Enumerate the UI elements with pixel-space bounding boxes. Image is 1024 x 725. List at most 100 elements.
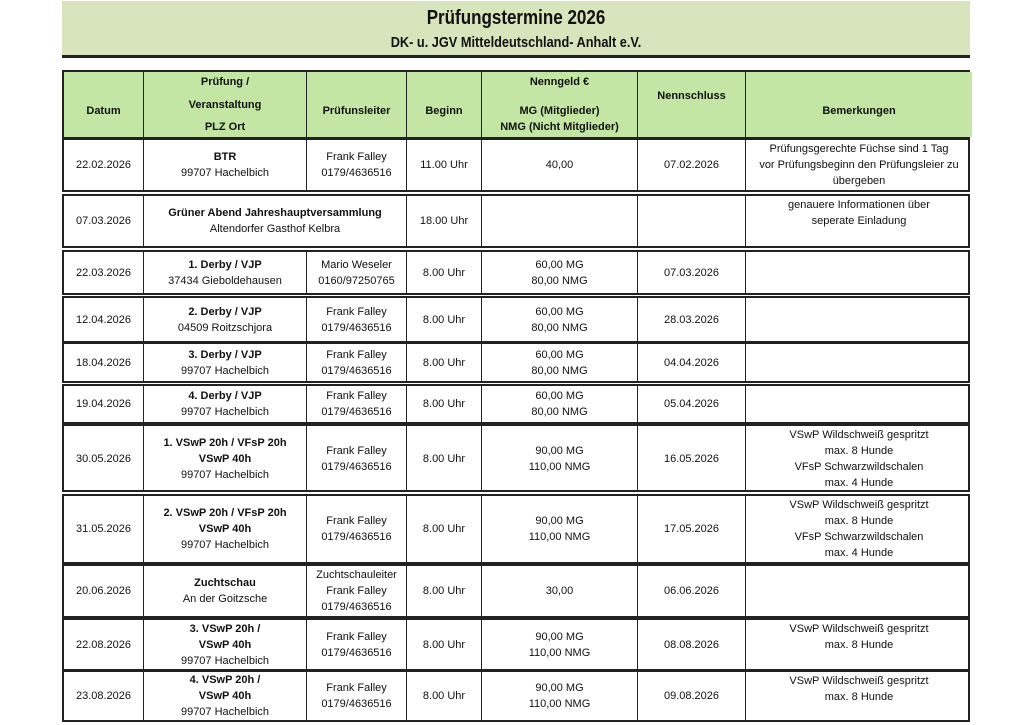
date-text: 22.02.2026 [75,159,132,171]
table-row: 18.04.2026 3. Derby / VJP 99707 Hachelbich… [62,342,970,383]
remark-text: VSwP Wildschweiß gespritzt [789,499,929,511]
remark-text: VSwP Wildschweiß gespritzt [789,675,929,687]
cell-event: 2. Derby / VJP 04509 Roitzschjora [144,298,307,341]
cell-nenngeld: 90,00 MG 110,00 NMG [482,620,638,669]
fee-text: 80,00 NMG [531,321,588,334]
fee-text: 90,00 MG [535,515,584,527]
cell-bemerkungen [746,386,972,422]
fee-text: 110,00 NMG [528,698,591,710]
start-time: 8.00 Uhr [422,356,466,369]
cell-nenngeld: 60,00 MG 80,00 NMG [482,252,638,293]
table-row: 22.03.2026 1. Derby / VJP 37434 Gieboldeha… [62,250,970,295]
date-text: 07.03.2026 [75,215,132,227]
cell-nennschluss: 16.05.2026 [638,426,746,491]
cell-nennschluss: 07.03.2026 [638,252,746,293]
header-nennschluss: Nennschluss [638,72,746,137]
event-location: 99707 Hachelbich [180,468,270,481]
event-title: VSwP 40h [198,523,252,535]
fee-text: 60,00 MG [535,390,584,402]
cell-leiter: Mario Weseler 0160/97250765 [307,252,407,293]
date-text: 19.04.2026 [75,398,132,410]
cell-bemerkungen [746,298,972,341]
date-text: 12.04.2026 [75,313,132,326]
deadline-text: 04.04.2026 [663,356,720,369]
cell-event: Zuchtschau An der Goitzsche [144,566,307,616]
cell-nennschluss: 04.04.2026 [638,344,746,381]
header-bemerkungen: Bemerkungen [746,72,972,137]
cell-nennschluss: 28.03.2026 [638,298,746,341]
cell-bemerkungen: VSwP Wildschweiß gespritzt max. 8 Hunde VF… [746,426,972,491]
cell-beginn: 8.00 Uhr [407,672,482,720]
event-location: 99707 Hachelbich [180,167,270,179]
date-text: 22.08.2026 [75,638,132,651]
deadline-text: 05.04.2026 [663,398,720,410]
cell-nenngeld: 90,00 MG 110,00 NMG [482,426,638,491]
leiter-text: 0179/4636516 [321,321,392,334]
event-title: BTR [213,151,237,163]
cell-beginn: 8.00 Uhr [407,344,482,381]
leiter-text: Frank Falley [326,305,387,318]
cell-beginn: 8.00 Uhr [407,496,482,562]
cell-nennschluss: 05.04.2026 [638,386,746,422]
fee-text: 30,00 [545,585,574,597]
leiter-text: Frank Falley [326,682,387,694]
start-time: 8.00 Uhr [422,313,466,326]
cell-event: BTR 99707 Hachelbich [144,140,307,190]
leiter-text: 0179/4636516 [321,531,392,543]
start-time: 8.00 Uhr [422,690,466,702]
cell-beginn: 8.00 Uhr [407,426,482,491]
remark-text: max. 8 Hunde [824,691,894,703]
table-row: 07.03.2026 Grüner Abend Jahreshauptversam… [62,194,970,248]
table-row: 12.04.2026 2. Derby / VJP 04509 Roitzschjo… [62,296,970,343]
deadline-text: 07.02.2026 [663,159,720,171]
cell-event: 3. Derby / VJP 99707 Hachelbich [144,344,307,381]
event-title: 1. Derby / VJP [188,258,262,271]
event-title: VSwP 40h [198,638,252,651]
header-nenngeld-line: MG (Mitglieder) [519,105,600,117]
deadline-text: 17.05.2026 [663,523,720,535]
leiter-text: Frank Falley [326,444,387,457]
leiter-text: Frank Falley [326,630,387,643]
fee-text: 110,00 NMG [528,646,591,659]
cell-bemerkungen: VSwP Wildschweiß gespritzt max. 8 Hunde [746,672,972,720]
fee-text: 90,00 MG [535,682,584,694]
cell-bemerkungen: VSwP Wildschweiß gespritzt max. 8 Hunde [746,620,972,669]
cell-beginn: 8.00 Uhr [407,252,482,293]
remark-text: max. 8 Hunde [824,639,894,651]
cell-nenngeld: 90,00 MG 110,00 NMG [482,496,638,562]
deadline-text: 08.08.2026 [663,638,720,651]
event-location: 99707 Hachelbich [180,406,270,418]
cell-event: 4. VSwP 20h / VSwP 40h 99707 Hachelbich [144,672,307,720]
deadline-text: 09.08.2026 [663,690,720,702]
date-text: 23.08.2026 [75,690,132,702]
cell-leiter: Frank Falley 0179/4636516 [307,496,407,562]
cell-datum: 31.05.2026 [64,496,144,562]
deadline-text: 28.03.2026 [663,313,720,326]
remark-text: übergeben [832,175,886,187]
cell-leiter: Frank Falley 0179/4636516 [307,672,407,720]
event-location: 99707 Hachelbich [180,654,270,667]
cell-nennschluss [638,196,746,246]
page-subtitle: DK- u. JGV Mitteldeutschland- Anhalt e.V… [390,34,642,51]
cell-beginn: 18.00 Uhr [407,196,482,246]
event-title: 3. VSwP 20h / [189,622,261,635]
leiter-text: 0179/4636516 [321,601,392,613]
table-header: Datum Prüfung / Veranstaltung PLZ Ort Pr… [62,70,972,139]
header-pruefung-line: Veranstaltung [188,98,262,111]
leiter-text: 0179/4636516 [321,460,392,473]
cell-event: 1. VSwP 20h / VFsP 20h VSwP 40h 99707 Hach… [144,426,307,491]
cell-nenngeld: 60,00 MG 80,00 NMG [482,386,638,422]
cell-datum: 19.04.2026 [64,386,144,422]
table-row: 30.05.2026 1. VSwP 20h / VFsP 20h VSwP 40h… [62,424,970,492]
remark-text: VFsP Schwarzwildschalen [794,531,924,543]
cell-beginn: 8.00 Uhr [407,298,482,341]
cell-leiter: Frank Falley 0179/4636516 [307,620,407,669]
fee-text: 90,00 MG [535,444,584,457]
remark-text: vor Prüfungsbeginn den Prüfungsleier zu [759,159,959,171]
cell-event: 2. VSwP 20h / VFsP 20h VSwP 40h 99707 Hach… [144,496,307,562]
cell-bemerkungen: genauere Informationen über seperate Einl… [746,196,972,246]
leiter-text: Frank Falley [326,515,387,527]
date-text: 22.03.2026 [75,266,132,279]
cell-nennschluss: 08.08.2026 [638,620,746,669]
table-row: 31.05.2026 2. VSwP 20h / VFsP 20h VSwP 40h… [62,494,970,564]
